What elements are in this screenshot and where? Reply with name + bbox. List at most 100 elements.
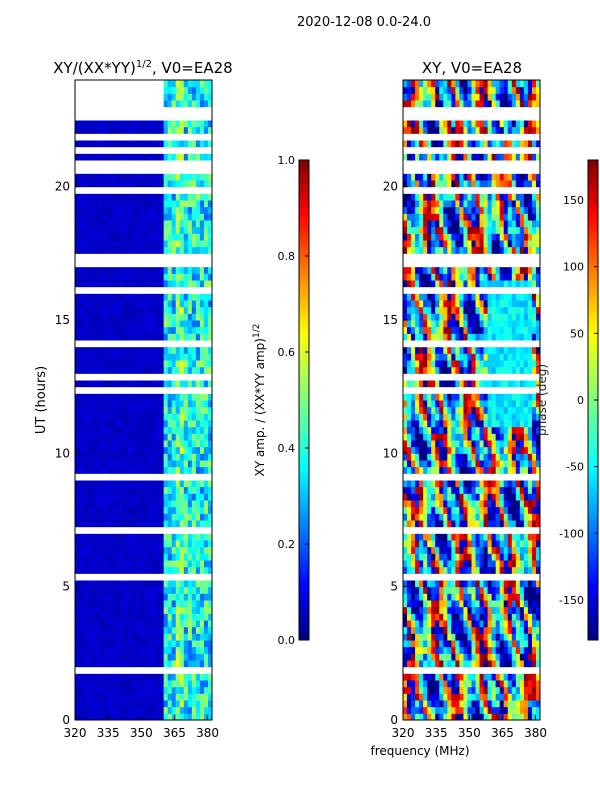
amplitude-cell [83, 300, 88, 308]
amplitude-cell [155, 466, 161, 474]
phase-cell [535, 486, 540, 494]
amplitude-cell [159, 246, 165, 254]
amplitude-cell [203, 360, 209, 368]
amplitude-cell [75, 426, 80, 434]
amplitude-cell [151, 193, 157, 201]
phase-cell [455, 713, 460, 720]
amplitude-cell [103, 193, 108, 201]
amplitude-cell [111, 273, 116, 281]
phase-cell [459, 500, 464, 508]
amplitude-cell [203, 406, 209, 414]
amplitude-cell [155, 233, 161, 241]
phase-cell [435, 593, 440, 601]
amplitude-cell [171, 313, 177, 321]
phase-cell [527, 686, 533, 694]
phase-cell [411, 546, 416, 554]
phase-cell [471, 293, 477, 301]
amplitude-cell [175, 560, 181, 568]
phase-cell [471, 220, 477, 228]
amplitude-cell [139, 633, 144, 641]
phase-cell [447, 553, 452, 561]
amplitude-cell [79, 693, 84, 701]
phase-cell [443, 320, 448, 328]
phase-cell [523, 713, 529, 720]
amplitude-cell [147, 200, 153, 208]
amplitude-cell [75, 700, 80, 708]
phase-cell [535, 580, 540, 588]
phase-cell [535, 440, 540, 448]
amplitude-cell [163, 646, 169, 654]
phase-cell [455, 680, 460, 688]
amplitude-cell [167, 206, 173, 214]
phase-cell [483, 393, 489, 401]
amplitude-cell [123, 333, 128, 341]
amplitude-cell [199, 353, 205, 361]
phase-cell [467, 420, 472, 428]
phase-cell [443, 693, 448, 701]
phase-cell [403, 640, 408, 648]
phase-cell [507, 500, 513, 508]
phase-cell [531, 353, 537, 361]
amplitude-cell [115, 420, 120, 428]
phase-cell [463, 446, 468, 454]
phase-cell [411, 466, 416, 474]
amplitude-cell [191, 586, 197, 594]
phase-cell [415, 226, 420, 234]
amplitude-cell [127, 220, 132, 228]
amplitude-cell [103, 313, 108, 321]
phase-cell [407, 300, 412, 308]
phase-cell [423, 446, 428, 454]
amplitude-cell [99, 633, 104, 641]
phase-cell [519, 533, 525, 541]
phase-cell [407, 606, 412, 614]
phase-cell [495, 486, 501, 494]
amplitude-cell [167, 80, 173, 88]
phase-cell [519, 233, 525, 241]
phase-cell [531, 640, 537, 648]
amplitude-cell [79, 406, 84, 414]
amplitude-cell [139, 293, 144, 301]
phase-cell [511, 546, 517, 554]
amplitude-cell [139, 353, 144, 361]
amplitude-cell [167, 233, 173, 241]
phase-cell [515, 500, 521, 508]
amplitude-cell [203, 213, 209, 221]
phase-cell [535, 533, 540, 541]
phase-cell [515, 226, 521, 234]
phase-cell [511, 706, 517, 714]
phase-cell [491, 620, 497, 628]
phase-cell [423, 493, 428, 501]
amplitude-cell [151, 266, 157, 274]
phase-cell [439, 513, 444, 521]
amplitude-cell [135, 646, 140, 654]
amplitude-cell [199, 626, 205, 634]
amplitude-cell [175, 86, 181, 94]
amplitude-cell [87, 240, 92, 248]
amplitude-cell [171, 453, 177, 461]
amplitude-cell [103, 486, 108, 494]
amplitude-cell [187, 206, 193, 214]
phase-cell [523, 406, 529, 414]
phase-cell [443, 426, 448, 434]
phase-cell [471, 306, 477, 314]
amplitude-cell [91, 120, 96, 128]
phase-cell [511, 446, 517, 454]
amplitude-cell [123, 566, 128, 574]
amplitude-cell [167, 246, 173, 254]
amplitude-cell [127, 333, 132, 341]
phase-cell [459, 613, 464, 621]
amplitude-cell [111, 180, 116, 188]
amplitude-cell [167, 606, 173, 614]
amplitude-cell [135, 200, 140, 208]
phase-cell [515, 306, 521, 314]
phase-cell [451, 233, 456, 241]
phase-cell [499, 553, 505, 561]
amplitude-gap-row [75, 573, 212, 581]
amplitude-cell [159, 613, 165, 621]
amplitude-cell [75, 673, 80, 681]
phase-cell [523, 613, 529, 621]
amplitude-cell [111, 426, 116, 434]
phase-cell [527, 593, 533, 601]
phase-cell [435, 493, 440, 501]
phase-cell [407, 660, 412, 668]
